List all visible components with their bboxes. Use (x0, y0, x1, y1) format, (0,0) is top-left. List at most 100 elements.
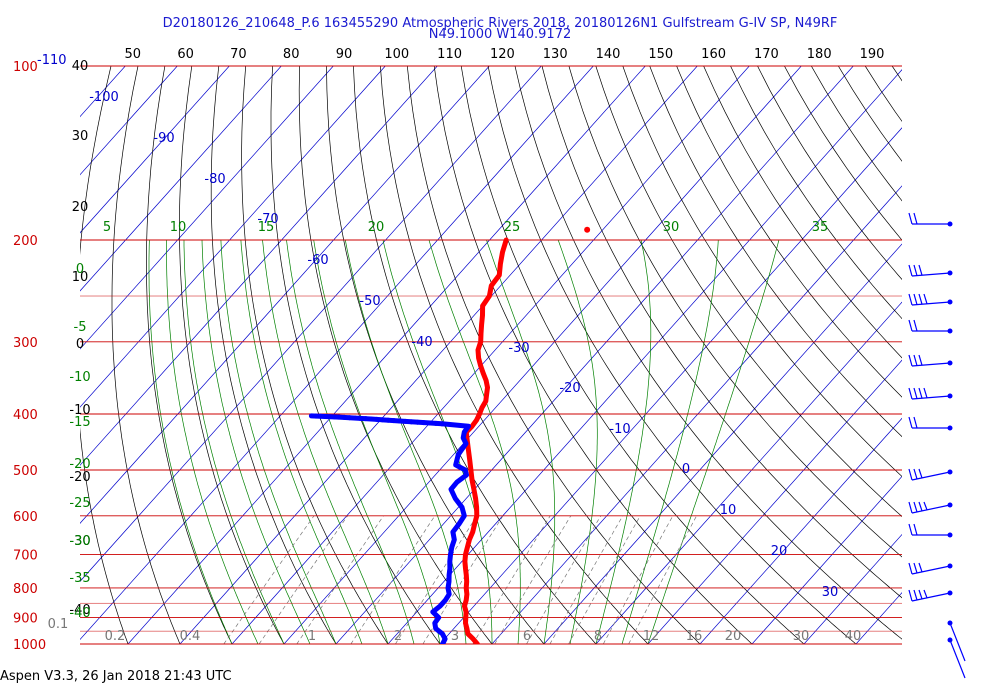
mixing-ratio-label: 12 (643, 629, 660, 644)
mixing-ratio-label: 6 (523, 629, 531, 644)
dewpoint-dot (341, 414, 347, 420)
isotherm-label: -50 (359, 294, 380, 309)
isotherm-line (439, 127, 902, 644)
dewpoint-dot (439, 421, 445, 427)
moist-adiabat-label: -5 (74, 320, 87, 335)
left-scale-label: -20 (69, 470, 90, 485)
left-scale-label: -10 (69, 403, 90, 418)
mixing-ratio-label: 3 (451, 629, 459, 644)
dry-adiabat-line (622, 66, 902, 477)
dewpoint-dot (313, 413, 319, 419)
isotherm-line (80, 66, 542, 582)
moist-adiabat-label: 30 (663, 220, 680, 235)
isotherm-line (855, 592, 902, 644)
pressure-label: 100 (13, 60, 38, 75)
isotherm-line (335, 66, 854, 644)
dry-adiabat-line (757, 66, 902, 280)
dewpoint-dot (414, 419, 420, 425)
isotherm-label: -90 (153, 131, 174, 146)
isotherm-label: -60 (307, 253, 328, 268)
dry-adiabat-line (891, 66, 902, 82)
isotherm-line (908, 66, 1000, 644)
pressure-label: 200 (13, 234, 38, 249)
dewpoint-dot (336, 414, 342, 420)
wind-barb (908, 416, 953, 431)
moist-adiabat-line (220, 239, 337, 644)
top-scale-label: 130 (543, 47, 568, 62)
moist-adiabat-label: 35 (812, 220, 829, 235)
dewpoint-dot (397, 418, 403, 424)
dewpoint-dot (379, 417, 385, 423)
dewpoint-dot (433, 420, 439, 426)
moist-adiabat-label: -25 (69, 496, 90, 511)
mixing-ratio-label: 40 (845, 629, 862, 644)
top-scale-label: 70 (230, 47, 247, 62)
dry-adiabat-line (210, 66, 337, 644)
isotherm-line (647, 359, 902, 644)
top-scale-label: 190 (860, 47, 885, 62)
mixing-ratio-line (296, 515, 384, 644)
top-scale-label: 50 (125, 47, 142, 62)
dry-adiabat-line (353, 66, 597, 644)
mixing-ratio-label: 30 (793, 629, 810, 644)
mixing-ratio-line (258, 515, 348, 644)
isotherm-label: -80 (204, 172, 225, 187)
pressure-label: 600 (13, 510, 38, 525)
top-scale-label: 150 (648, 47, 673, 62)
isotherm-line (80, 66, 594, 641)
dewpoint-dot (357, 415, 363, 421)
isotherm-label: -100 (89, 90, 119, 105)
moist-adiabat-label: 0 (76, 262, 84, 277)
mixing-ratio-label: 16 (686, 629, 703, 644)
wind-barb (908, 523, 953, 538)
pressure-label: 900 (13, 612, 38, 627)
dry-adiabat-line (270, 66, 441, 644)
isotherm-line (595, 301, 902, 644)
dewpoint-dot (385, 417, 391, 423)
moist-adiabat-label: -20 (69, 457, 90, 472)
mixing-ratio-line (494, 515, 572, 644)
moist-adiabat-label: -35 (69, 571, 90, 586)
isotherm-label: 30 (822, 585, 839, 600)
wind-barb (947, 637, 966, 679)
dry-adiabat-line (810, 66, 902, 202)
isotherm-line (80, 66, 386, 408)
top-scale-label: 120 (490, 47, 515, 62)
isotherm-line (179, 66, 698, 644)
isotherm-line (80, 66, 334, 350)
dry-adiabat-line (649, 66, 902, 438)
moist-adiabat-label: 20 (368, 220, 385, 235)
top-scale-label: 140 (596, 47, 621, 62)
top-scale-label: 110 (437, 47, 462, 62)
moist-adiabat-label: -40 (69, 606, 90, 621)
wind-barb (947, 620, 966, 662)
pressure-label: 800 (13, 582, 38, 597)
dewpoint-dot (402, 418, 408, 424)
chart-title: D20180126_210648_P.6 163455290 Atmospher… (162, 16, 838, 31)
isotherm-line (80, 66, 490, 524)
dewpoint-dot (352, 415, 358, 421)
moist-adiabat-line (201, 239, 311, 644)
dry-adiabat-line (946, 66, 1000, 644)
pressure-label: 1000 (13, 638, 46, 653)
isotherm-label: 0 (682, 462, 690, 477)
isotherm-label: -70 (257, 212, 278, 227)
isotherm-line (491, 185, 902, 644)
moist-adiabat-line (621, 239, 719, 644)
dry-adiabat-line (864, 66, 902, 122)
moist-adiabat-label: 25 (504, 220, 521, 235)
temperature-profile (462, 237, 509, 644)
dry-adiabat-line (973, 66, 1000, 644)
isotherm-line (80, 66, 282, 292)
top-scale-label: 80 (283, 47, 300, 62)
dewpoint-dot (331, 414, 337, 420)
moist-adiabat-line (148, 239, 233, 644)
dry-adiabat-line (676, 66, 902, 398)
dewpoint-dot (421, 420, 427, 426)
dewpoint-dot (347, 415, 353, 421)
left-scale-label: 0 (76, 337, 84, 352)
mixing-ratio-line (472, 515, 551, 644)
moist-adiabat-label: -15 (69, 415, 90, 430)
isotherm-label: 10 (720, 503, 737, 518)
isotherm-line (231, 66, 750, 644)
